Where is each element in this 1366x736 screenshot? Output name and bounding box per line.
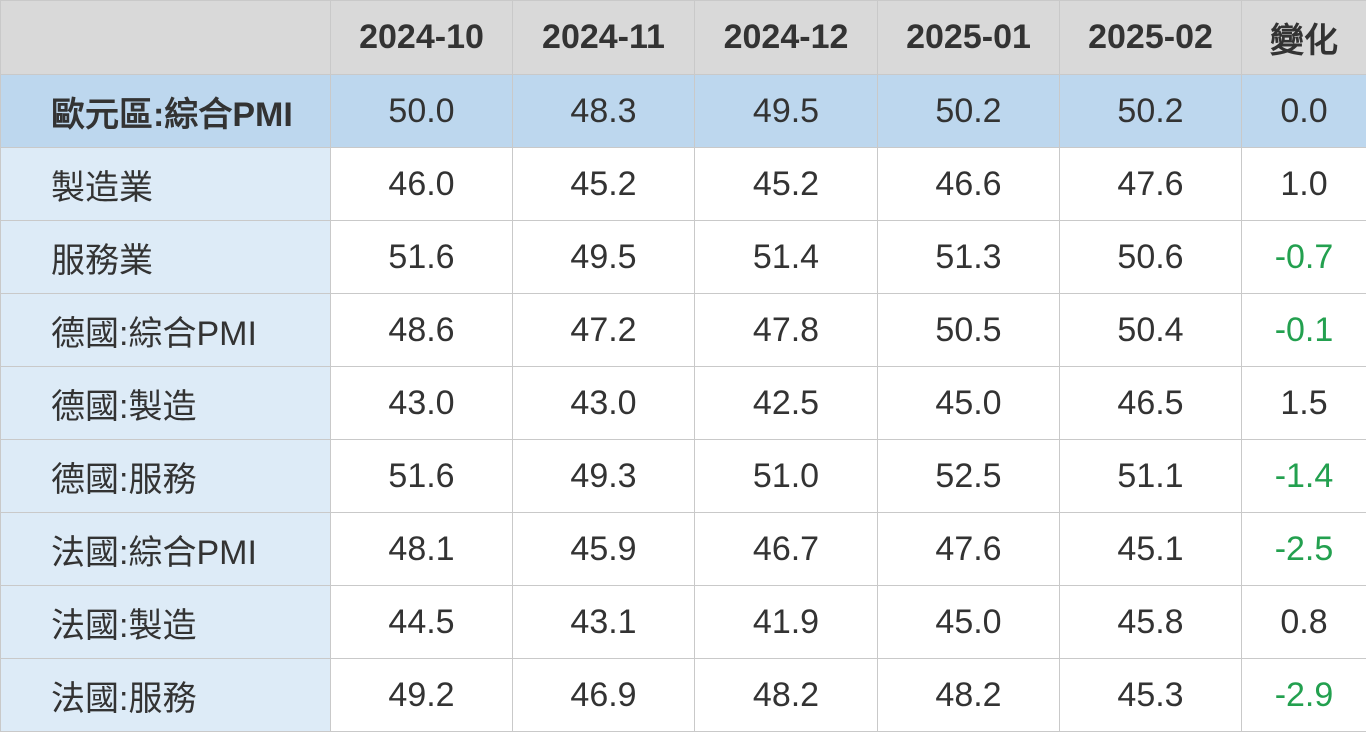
value-cell: 46.9 (512, 658, 695, 732)
value-cell: 50.2 (877, 74, 1060, 148)
value-cell: 47.8 (694, 293, 878, 367)
table-body: 歐元區:綜合PMI 50.0 48.3 49.5 50.2 50.2 0.0 製造業 46.0 4… (0, 74, 1366, 732)
row-label: 德國:綜合PMI (0, 293, 331, 367)
value-cell: 47.2 (512, 293, 695, 367)
value-cell: 48.6 (330, 293, 513, 367)
value-cell: 45.0 (877, 585, 1060, 659)
table-row: 法國:製造 44.5 43.1 41.9 45.0 45.8 0.8 (0, 585, 1366, 659)
value-cell: 47.6 (1059, 147, 1242, 221)
column-header: 變化 (1241, 0, 1366, 75)
value-cell: 50.4 (1059, 293, 1242, 367)
value-cell: 44.5 (330, 585, 513, 659)
value-cell: 51.6 (330, 220, 513, 294)
header-row: 2024-10 2024-11 2024-12 2025-01 2025-02 變化 (0, 0, 1366, 75)
table-row: 法國:綜合PMI 48.1 45.9 46.7 47.6 45.1 -2.5 (0, 512, 1366, 586)
row-label: 歐元區:綜合PMI (0, 74, 331, 148)
value-cell: 0.0 (1241, 74, 1366, 148)
value-cell: 45.2 (512, 147, 695, 221)
column-header: 2024-10 (330, 0, 513, 75)
value-cell: 47.6 (877, 512, 1060, 586)
value-cell: 46.6 (877, 147, 1060, 221)
value-cell: 49.5 (694, 74, 878, 148)
value-cell: 51.4 (694, 220, 878, 294)
row-label: 法國:服務 (0, 658, 331, 732)
value-cell: 45.1 (1059, 512, 1242, 586)
value-cell: 51.6 (330, 439, 513, 513)
value-cell: 45.3 (1059, 658, 1242, 732)
value-cell: 49.5 (512, 220, 695, 294)
table-row: 德國:服務 51.6 49.3 51.0 52.5 51.1 -1.4 (0, 439, 1366, 513)
value-cell: 43.0 (512, 366, 695, 440)
column-header: 2024-11 (512, 0, 695, 75)
table-header: 2024-10 2024-11 2024-12 2025-01 2025-02 變化 (0, 0, 1366, 75)
value-cell: 50.0 (330, 74, 513, 148)
value-cell: 49.2 (330, 658, 513, 732)
row-label: 製造業 (0, 147, 331, 221)
table-row: 服務業 51.6 49.5 51.4 51.3 50.6 -0.7 (0, 220, 1366, 294)
corner-cell (0, 0, 331, 75)
value-cell: -0.1 (1241, 293, 1366, 367)
value-cell: 1.0 (1241, 147, 1366, 221)
value-cell: 46.5 (1059, 366, 1242, 440)
value-cell: -2.5 (1241, 512, 1366, 586)
column-header: 2025-02 (1059, 0, 1242, 75)
value-cell: 46.0 (330, 147, 513, 221)
value-cell: -2.9 (1241, 658, 1366, 732)
value-cell: 46.7 (694, 512, 878, 586)
row-label: 德國:製造 (0, 366, 331, 440)
row-label: 德國:服務 (0, 439, 331, 513)
value-cell: 41.9 (694, 585, 878, 659)
value-cell: -1.4 (1241, 439, 1366, 513)
value-cell: 0.8 (1241, 585, 1366, 659)
row-label: 法國:製造 (0, 585, 331, 659)
value-cell: 52.5 (877, 439, 1060, 513)
value-cell: 45.9 (512, 512, 695, 586)
table-row: 法國:服務 49.2 46.9 48.2 48.2 45.3 -2.9 (0, 658, 1366, 732)
column-header: 2025-01 (877, 0, 1060, 75)
table-row: 德國:綜合PMI 48.6 47.2 47.8 50.5 50.4 -0.1 (0, 293, 1366, 367)
value-cell: 51.1 (1059, 439, 1242, 513)
value-cell: 1.5 (1241, 366, 1366, 440)
value-cell: 50.6 (1059, 220, 1242, 294)
value-cell: 51.3 (877, 220, 1060, 294)
value-cell: 49.3 (512, 439, 695, 513)
value-cell: 48.2 (694, 658, 878, 732)
value-cell: 48.3 (512, 74, 695, 148)
value-cell: 50.5 (877, 293, 1060, 367)
row-label: 服務業 (0, 220, 331, 294)
column-header: 2024-12 (694, 0, 878, 75)
table-row: 製造業 46.0 45.2 45.2 46.6 47.6 1.0 (0, 147, 1366, 221)
value-cell: 43.1 (512, 585, 695, 659)
value-cell: 45.2 (694, 147, 878, 221)
value-cell: 45.0 (877, 366, 1060, 440)
value-cell: 43.0 (330, 366, 513, 440)
value-cell: -0.7 (1241, 220, 1366, 294)
table-row: 德國:製造 43.0 43.0 42.5 45.0 46.5 1.5 (0, 366, 1366, 440)
value-cell: 51.0 (694, 439, 878, 513)
value-cell: 48.1 (330, 512, 513, 586)
value-cell: 45.8 (1059, 585, 1242, 659)
value-cell: 50.2 (1059, 74, 1242, 148)
value-cell: 42.5 (694, 366, 878, 440)
table-row: 歐元區:綜合PMI 50.0 48.3 49.5 50.2 50.2 0.0 (0, 74, 1366, 148)
value-cell: 48.2 (877, 658, 1060, 732)
row-label: 法國:綜合PMI (0, 512, 331, 586)
